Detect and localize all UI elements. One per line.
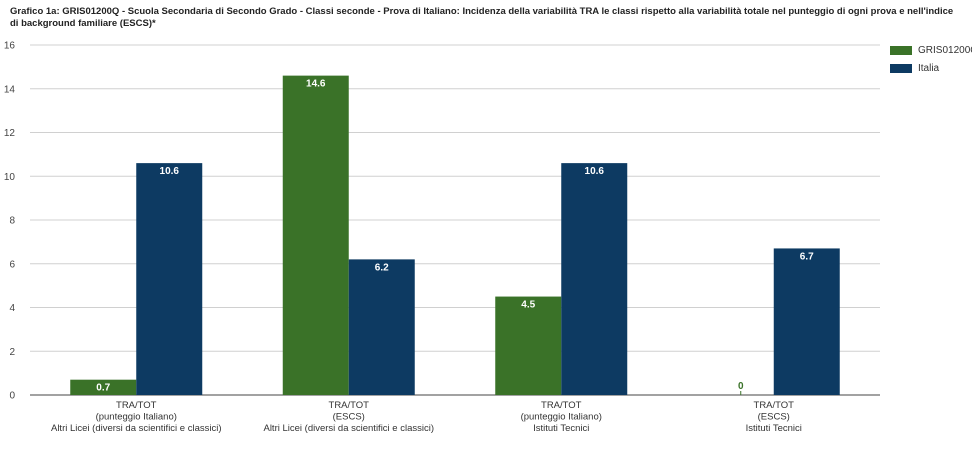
x-category-label: (punteggio Italiano) <box>521 412 602 423</box>
legend-swatch <box>890 63 912 73</box>
bar-value-label: 10.6 <box>585 166 605 177</box>
y-tick-label: 10 <box>4 172 16 183</box>
x-category-label: (ESCS) <box>758 412 790 423</box>
y-tick-label: 0 <box>9 391 15 402</box>
y-tick-label: 8 <box>9 216 15 227</box>
legend-swatch <box>890 45 912 55</box>
bar-series-0 <box>495 296 562 395</box>
bar-value-label: 6.2 <box>375 262 389 273</box>
x-category-label: Altri Licei (diversi da scientifici e cl… <box>51 423 222 434</box>
y-tick-label: 12 <box>4 128 16 139</box>
legend-item-series-1[interactable]: Italia <box>890 60 972 76</box>
bar-series-0 <box>70 379 137 395</box>
x-category-label: TRA/TOT <box>754 400 795 411</box>
x-category-label: TRA/TOT <box>329 400 370 411</box>
y-tick-label: 16 <box>4 41 16 52</box>
y-tick-label: 2 <box>9 347 15 358</box>
bar-value-label: 0 <box>738 381 744 392</box>
bar-value-label: 6.7 <box>800 251 814 262</box>
bar-series-0 <box>282 75 349 395</box>
bar-value-label: 4.5 <box>521 300 535 311</box>
x-category-label: (punteggio Italiano) <box>96 412 177 423</box>
legend-item-series-0[interactable]: GRIS01200Q <box>890 42 972 58</box>
legend-label: GRIS01200Q <box>918 44 972 56</box>
x-category-label: Istituti Tecnici <box>533 423 589 434</box>
bar-value-label: 10.6 <box>160 166 180 177</box>
bar-value-label: 14.6 <box>306 79 326 90</box>
x-category-label: TRA/TOT <box>116 400 157 411</box>
legend-label: Italia <box>918 62 940 74</box>
bar-value-label: 0.7 <box>96 383 110 394</box>
bar-series-1 <box>773 248 840 395</box>
chart-title: Grafico 1a: GRIS01200Q - Scuola Secondar… <box>10 6 954 29</box>
bar-series-1 <box>136 163 203 395</box>
bar-series-1 <box>348 259 415 395</box>
legend: GRIS01200Q Italia <box>890 42 972 78</box>
y-tick-label: 4 <box>9 303 15 314</box>
x-category-label: Altri Licei (diversi da scientifici e cl… <box>263 423 434 434</box>
x-category-label: TRA/TOT <box>541 400 582 411</box>
x-category-label: Istituti Tecnici <box>746 423 802 434</box>
x-category-label: (ESCS) <box>333 412 365 423</box>
bar-series-1 <box>561 163 628 395</box>
y-tick-label: 14 <box>4 84 16 95</box>
y-tick-label: 6 <box>9 259 15 270</box>
